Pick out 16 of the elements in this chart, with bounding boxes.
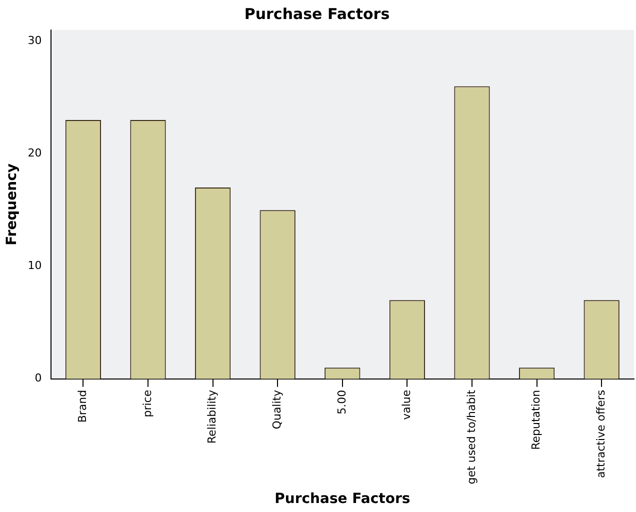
y-tick-label: 0 (34, 372, 42, 385)
y-axis-title: Frequency (4, 163, 20, 246)
x-tick-label: Brand (76, 390, 90, 423)
y-tick-label: 30 (28, 34, 42, 48)
x-axis-title: Purchase Factors (274, 491, 410, 508)
x-tick-label: get used to/habit (464, 389, 478, 484)
chart-title: Purchase Factors (244, 4, 390, 23)
x-tick-label: Quality (270, 389, 284, 430)
x-tick-label: Reputation (530, 390, 543, 450)
x-tick-label: attractive offers (594, 390, 608, 478)
x-tick-label: price (140, 390, 154, 418)
y-tick-label: 20 (28, 146, 42, 160)
y-tick-label: 10 (28, 259, 42, 272)
x-tick-label: Reliability (206, 389, 219, 444)
x-tick-label: 5.00 (335, 390, 348, 414)
x-tick-label: value (400, 390, 414, 420)
